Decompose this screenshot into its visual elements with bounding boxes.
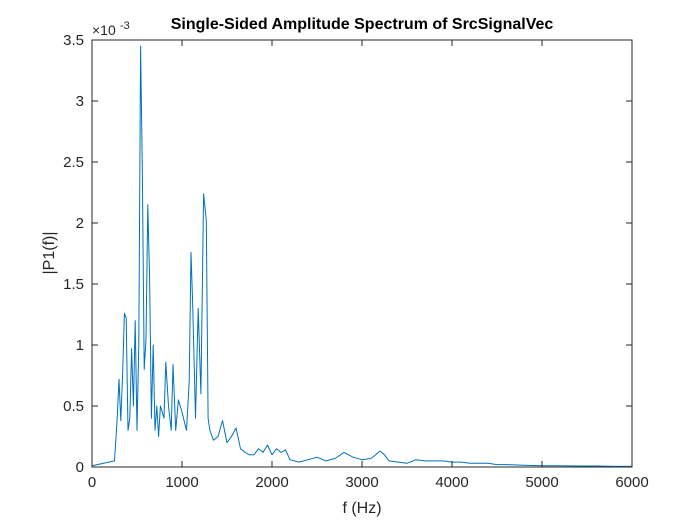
y-tick-label: 0 xyxy=(76,459,84,476)
y-tick-label: 3.5 xyxy=(63,32,84,49)
y-tick-label: 3 xyxy=(76,93,84,110)
plot-layer xyxy=(91,45,632,467)
y-tick-label: 1 xyxy=(76,337,84,354)
spectrum-line xyxy=(91,45,632,467)
y-ticks: 0 0.5 1 1.5 2 2.5 3 3.5 xyxy=(63,32,632,476)
x-tick-label: 0 xyxy=(88,474,96,491)
x-tick-label: 1000 xyxy=(165,474,198,491)
y-tick-label: 0.5 xyxy=(63,398,84,415)
x-tick-label: 4000 xyxy=(435,474,468,491)
plot-frame xyxy=(91,39,633,468)
x-axis-label: f (Hz) xyxy=(342,500,381,517)
y-axis-label: |P1(f)| xyxy=(41,232,58,275)
y-exponent-power: -3 xyxy=(120,20,130,32)
x-tick-label: 2000 xyxy=(255,474,288,491)
y-tick-label: 2 xyxy=(76,215,84,232)
x-tick-label: 6000 xyxy=(615,474,648,491)
y-exponent-base: ×10 xyxy=(92,22,116,38)
y-tick-label: 2.5 xyxy=(63,154,84,171)
x-tick-label: 5000 xyxy=(525,474,558,491)
x-ticks: 0 1000 2000 3000 4000 5000 6000 xyxy=(88,40,649,491)
y-tick-label: 1.5 xyxy=(63,276,84,293)
chart-title: Single-Sided Amplitude Spectrum of SrcSi… xyxy=(171,16,554,33)
x-tick-label: 3000 xyxy=(345,474,378,491)
